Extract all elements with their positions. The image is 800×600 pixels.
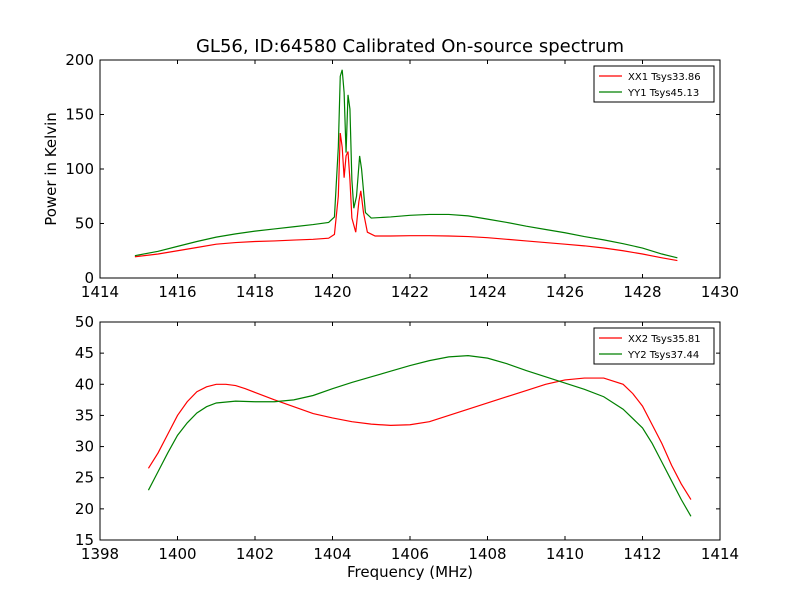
y-tick-label: 20: [75, 500, 94, 518]
y-tick-label: 150: [65, 106, 94, 124]
x-tick-label: 1430: [701, 283, 739, 301]
x-tick-label: 1408: [468, 545, 506, 563]
x-tick-label: 1420: [313, 283, 351, 301]
chart-title: GL56, ID:64580 Calibrated On-source spec…: [196, 36, 624, 57]
y-tick-label: 35: [75, 406, 94, 424]
x-tick-label: 1414: [81, 283, 119, 301]
y-tick-label: 0: [84, 269, 94, 287]
series-line-yy1: [134, 69, 678, 259]
y-tick-label: 100: [65, 160, 94, 178]
y-tick-label: 50: [75, 313, 94, 331]
x-tick-label: 1400: [158, 545, 196, 563]
y-tick-label: 40: [75, 375, 94, 393]
x-tick-label: 1416: [158, 283, 196, 301]
y-tick-label: 15: [75, 531, 94, 549]
series-line-xx1: [134, 132, 678, 262]
x-tick-label: 1418: [236, 283, 274, 301]
series-line-yy2: [147, 355, 692, 517]
y-tick-label: 45: [75, 344, 94, 362]
x-tick-label: 1428: [623, 283, 661, 301]
legend-label: XX1 Tsys33.86: [628, 72, 701, 83]
series-line-xx2: [147, 377, 692, 500]
x-tick-label: 1414: [701, 545, 739, 563]
y-tick-label: 50: [75, 215, 94, 233]
bottom-panel: 1398 1400 1402 1404 1406 1408 1410 1412 1414 15 20…: [75, 313, 739, 581]
legend-label: YY1 Tsys45.13: [627, 88, 699, 99]
x-axis-label: Frequency (MHz): [347, 563, 473, 581]
y-tick-label: 30: [75, 438, 94, 456]
y-tick-label: 25: [75, 469, 94, 487]
legend-label: YY2 Tsys37.44: [627, 350, 699, 361]
legend-label: XX2 Tsys35.81: [628, 334, 701, 345]
x-tick-label: 1398: [81, 545, 119, 563]
legend: XX1 Tsys33.86 YY1 Tsys45.13: [593, 65, 715, 103]
y-tick-label: 200: [65, 51, 94, 69]
x-tick-label: 1412: [623, 545, 661, 563]
x-tick-label: 1426: [546, 283, 584, 301]
x-tick-label: 1406: [391, 545, 429, 563]
x-tick-label: 1422: [391, 283, 429, 301]
legend-box: [593, 65, 715, 103]
legend-box: [593, 327, 715, 365]
x-tick-label: 1402: [236, 545, 274, 563]
y-axis-label: Power in Kelvin: [42, 112, 60, 226]
x-tick-label: 1424: [468, 283, 506, 301]
x-tick-label: 1404: [313, 545, 351, 563]
top-panel: 1414 1416 1418 1420 1422 1424 1426 1428 1430 0 50 1…: [42, 36, 739, 301]
legend: XX2 Tsys35.81 YY2 Tsys37.44: [593, 327, 715, 365]
x-tick-label: 1410: [546, 545, 584, 563]
